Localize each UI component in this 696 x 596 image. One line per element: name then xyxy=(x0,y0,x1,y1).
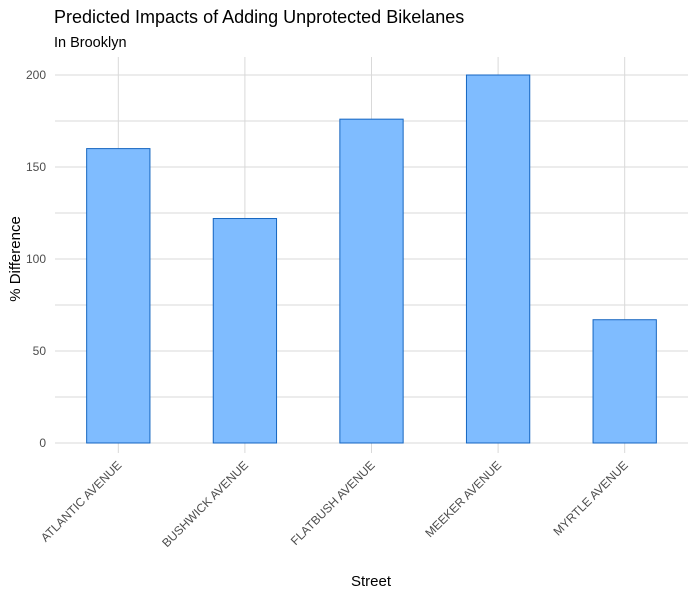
bar xyxy=(339,118,404,444)
y-tick-label: 100 xyxy=(26,252,46,266)
bars xyxy=(86,74,657,444)
bar xyxy=(86,148,151,444)
x-tick-label: MYRTLE AVENUE xyxy=(550,458,630,538)
x-axis-title: Street xyxy=(351,573,392,590)
y-axis-ticks: 0 50 100 150 200 xyxy=(26,68,46,450)
y-tick-label: 50 xyxy=(33,344,47,358)
x-tick-label: BUSHWICK AVENUE xyxy=(159,458,251,550)
y-axis-title: % Difference xyxy=(7,216,24,302)
x-tick-label: ATLANTIC AVENUE xyxy=(38,458,124,544)
chart-title: Predicted Impacts of Adding Unprotected … xyxy=(54,7,464,27)
x-tick-label: FLATBUSH AVENUE xyxy=(288,458,378,548)
bar xyxy=(465,74,531,444)
chart-subtitle: In Brooklyn xyxy=(54,35,127,51)
x-axis-ticks: ATLANTIC AVENUE BUSHWICK AVENUE FLATBUSH A… xyxy=(38,458,631,550)
y-tick-label: 200 xyxy=(26,68,46,82)
y-tick-label: 150 xyxy=(26,160,46,174)
bar xyxy=(212,218,278,444)
x-tick-label: MEEKER AVENUE xyxy=(422,458,504,540)
y-tick-label: 0 xyxy=(39,436,46,450)
bar xyxy=(592,319,657,444)
